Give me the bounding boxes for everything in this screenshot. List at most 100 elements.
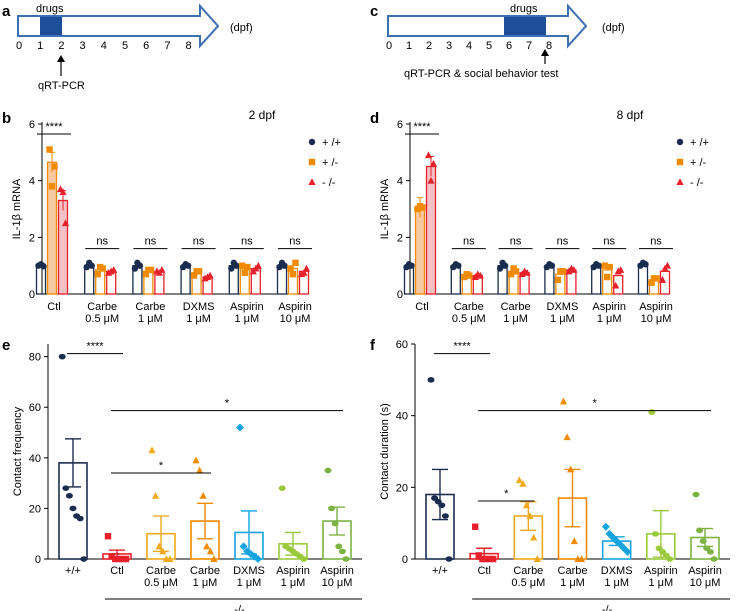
y-tick-label: 0 <box>35 554 41 566</box>
data-point <box>658 276 667 283</box>
data-point <box>601 262 608 269</box>
data-point <box>62 485 70 491</box>
significance-label: ns <box>145 236 157 248</box>
x-tick-label: Carbe <box>135 301 165 313</box>
legend-label: + /+ <box>322 137 341 149</box>
bar <box>425 165 437 295</box>
significance-label: * <box>504 488 509 500</box>
x-tick-label: Carbe <box>513 565 543 577</box>
y-axis-label: Contact frequency <box>12 406 24 496</box>
significance-label: ns <box>463 236 475 248</box>
data-point <box>559 397 568 405</box>
group-label: -/- <box>234 604 245 611</box>
y-tick-label: 4 <box>397 176 403 188</box>
x-tick-label: Aspirin <box>592 301 626 313</box>
x-tick-label: Ctl <box>415 301 428 313</box>
data-point <box>441 513 449 519</box>
data-point <box>533 555 541 562</box>
day-label: 5 <box>486 40 492 52</box>
day-label: 2 <box>426 40 432 52</box>
significance-label: ns <box>96 236 108 248</box>
data-point <box>152 491 160 499</box>
x-tick-label: DXMS <box>547 301 579 313</box>
data-point <box>199 491 207 499</box>
day-label: 8 <box>546 40 552 52</box>
data-point <box>331 520 339 527</box>
data-point <box>479 555 486 563</box>
x-tick-label: Aspirin <box>639 301 673 313</box>
data-point <box>530 533 538 541</box>
data-point <box>236 423 244 432</box>
bar <box>414 206 426 295</box>
day-label: 1 <box>406 40 412 52</box>
data-point <box>663 261 672 269</box>
data-point <box>482 555 490 563</box>
data-point <box>254 261 262 269</box>
data-point <box>606 263 613 271</box>
significance-label: ns <box>193 236 205 248</box>
y-axis-label: IL-1β mRNA <box>379 178 391 239</box>
y-tick-label: 20 <box>396 482 408 494</box>
x-tick-label: 10 μM <box>690 577 721 589</box>
x-tick-label: 1 μM <box>597 313 622 325</box>
data-point <box>58 353 66 360</box>
significance-label: ns <box>241 236 253 248</box>
data-point <box>206 271 214 279</box>
x-tick-label: DXMS <box>233 565 265 577</box>
day-label: 6 <box>506 40 512 52</box>
day-label: 2 <box>58 40 64 52</box>
significance-label: * <box>159 460 164 472</box>
chart-title: 2 dpf <box>249 108 276 122</box>
data-point <box>577 555 586 562</box>
data-point <box>427 176 435 184</box>
panel-d-label: d <box>370 110 379 127</box>
x-tick-label: DXMS <box>601 565 633 577</box>
drug-block-a <box>40 17 62 35</box>
day-label: 3 <box>80 40 86 52</box>
data-point <box>244 263 251 271</box>
data-point <box>48 183 56 190</box>
data-point <box>254 555 262 563</box>
day-label: 0 <box>386 40 392 52</box>
data-point <box>408 262 415 269</box>
data-point <box>335 543 343 550</box>
data-point <box>195 268 203 275</box>
x-tick-label: DXMS <box>183 301 215 313</box>
x-tick-label: 1 μM <box>237 577 262 589</box>
data-point <box>424 151 433 159</box>
x-tick-label: Carbe <box>454 301 484 313</box>
data-point <box>486 555 493 563</box>
data-point <box>292 259 299 267</box>
data-point <box>526 512 534 519</box>
data-point <box>595 262 602 269</box>
legend-marker <box>676 138 684 146</box>
data-point <box>512 268 520 275</box>
bar <box>602 269 613 295</box>
data-point <box>239 542 248 551</box>
data-point <box>427 377 435 383</box>
data-point <box>471 523 479 530</box>
data-point <box>475 552 482 559</box>
y-tick-label: 6 <box>29 119 35 131</box>
data-point <box>233 262 240 269</box>
data-point <box>241 269 248 276</box>
data-point <box>567 465 575 473</box>
data-point <box>88 262 95 269</box>
data-point <box>653 275 660 282</box>
data-point <box>623 547 632 556</box>
chart-title: 8 dpf <box>617 108 644 122</box>
data-point <box>445 556 453 562</box>
significance-label: ns <box>510 236 522 248</box>
y-tick-label: 20 <box>29 503 41 515</box>
significance-label: ns <box>650 236 662 248</box>
data-point <box>501 262 509 269</box>
data-point <box>612 281 620 289</box>
x-tick-label: 0.5 μM <box>511 577 545 589</box>
data-point <box>115 555 122 563</box>
x-tick-label: Carbe <box>146 565 176 577</box>
bar <box>613 274 624 295</box>
x-tick-label: Carbe <box>87 301 117 313</box>
y-tick-label: 6 <box>397 119 403 131</box>
